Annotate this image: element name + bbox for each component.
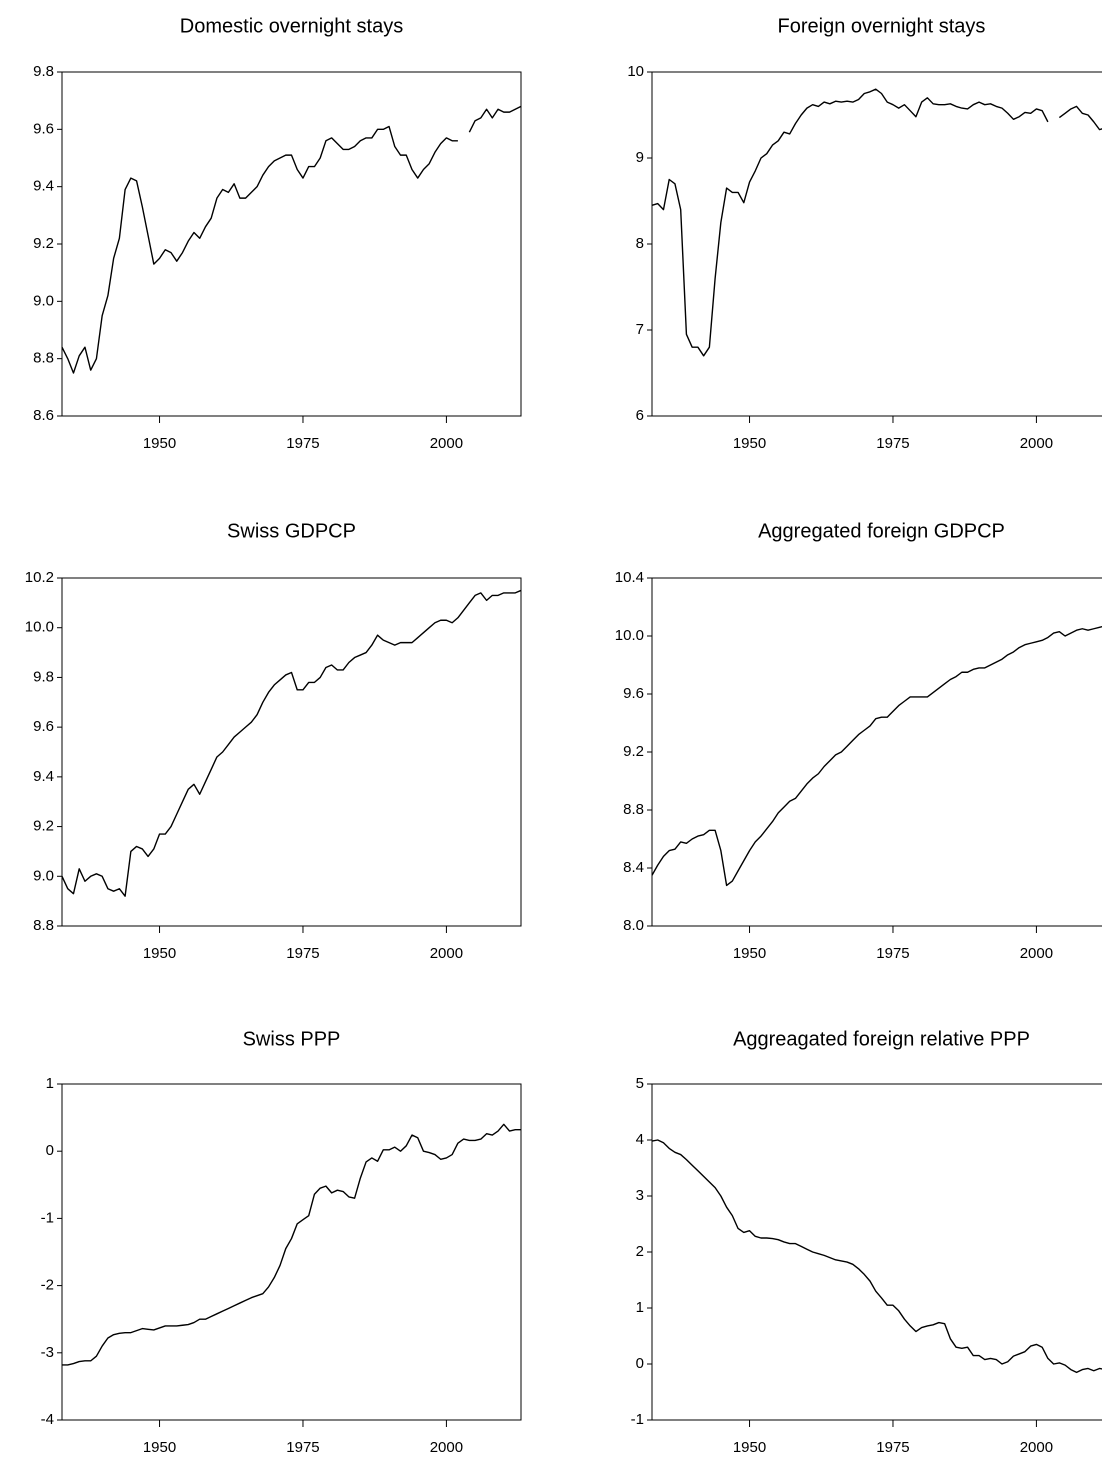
y-tick-label: 8	[636, 235, 644, 252]
plot-frame	[61, 1083, 522, 1421]
plot-frame	[651, 577, 1102, 927]
y-tick-label: 8.8	[623, 801, 644, 818]
series-line	[61, 589, 522, 897]
y-tick-label: 0	[636, 1355, 644, 1372]
y-tick-label: 10.4	[615, 569, 644, 586]
y-tick-label: 9.4	[33, 178, 54, 195]
y-tick-label: 9.0	[33, 292, 54, 309]
x-tick-label: 1975	[286, 1439, 319, 1456]
plot-frame	[61, 71, 522, 417]
y-tick-label: 10.2	[25, 569, 54, 586]
chart-title: Aggreagated foreign relative PPP	[733, 1028, 1030, 1050]
series-line	[651, 1139, 1102, 1374]
y-tick-label: 9.8	[33, 668, 54, 685]
x-tick-label: 2000	[1020, 945, 1053, 962]
x-tick-label: 1950	[733, 945, 766, 962]
chart-title: Swiss PPP	[243, 1028, 341, 1050]
x-tick-label: 1975	[286, 945, 319, 962]
y-tick-label: 8.4	[623, 859, 644, 876]
plot-frame	[651, 71, 1102, 417]
y-tick-label: 9.6	[623, 685, 644, 702]
y-tick-label: 6	[636, 407, 644, 424]
y-tick-label: 9	[636, 149, 644, 166]
y-tick-label: 1	[46, 1075, 54, 1092]
y-tick-label: 9.8	[33, 63, 54, 80]
y-tick-label: 3	[636, 1187, 644, 1204]
y-tick-label: -1	[41, 1209, 54, 1226]
y-tick-label: 9.0	[33, 867, 54, 884]
x-tick-label: 2000	[1020, 1439, 1053, 1456]
plot-frame	[651, 1083, 1102, 1421]
y-tick-label: 9.2	[33, 235, 54, 252]
series-line	[651, 88, 1102, 357]
chart-title: Domestic overnight stays	[180, 15, 403, 37]
x-tick-label: 1950	[143, 1439, 176, 1456]
y-tick-label: -4	[41, 1411, 54, 1428]
series-line	[61, 105, 522, 374]
chart-title: Swiss GDPCP	[227, 520, 356, 542]
y-tick-label: 4	[636, 1131, 644, 1148]
x-tick-label: 1950	[733, 1439, 766, 1456]
x-tick-label: 2000	[430, 1439, 463, 1456]
y-tick-label: -2	[41, 1277, 54, 1294]
y-tick-label: 0	[46, 1142, 54, 1159]
x-tick-label: 1950	[143, 945, 176, 962]
y-tick-label: 9.2	[623, 743, 644, 760]
y-tick-label: 9.4	[33, 768, 54, 785]
y-tick-label: 9.6	[33, 120, 54, 137]
x-tick-label: 2000	[430, 945, 463, 962]
y-tick-label: -1	[631, 1411, 644, 1428]
y-tick-label: 8.0	[623, 917, 644, 934]
x-tick-label: 1975	[286, 435, 319, 452]
y-tick-label: 8.6	[33, 407, 54, 424]
y-tick-label: 10	[627, 63, 644, 80]
y-tick-label: 1	[636, 1299, 644, 1316]
y-tick-label: 8.8	[33, 350, 54, 367]
y-tick-label: 7	[636, 321, 644, 338]
y-tick-label: 5	[636, 1075, 644, 1092]
plot-frame	[61, 577, 522, 927]
series-line	[651, 625, 1102, 887]
y-tick-label: 10.0	[615, 627, 644, 644]
series-line	[62, 1123, 521, 1366]
chart-title: Aggregated foreign GDPCP	[758, 520, 1005, 542]
x-tick-label: 1975	[876, 435, 909, 452]
x-tick-label: 2000	[1020, 435, 1053, 452]
y-tick-label: 9.6	[33, 718, 54, 735]
x-tick-label: 1950	[733, 435, 766, 452]
y-tick-label: 10.0	[25, 619, 54, 636]
x-tick-label: 1950	[143, 435, 176, 452]
y-tick-label: -3	[41, 1344, 54, 1361]
y-tick-label: 8.8	[33, 917, 54, 934]
y-tick-label: 9.2	[33, 818, 54, 835]
chart-title: Foreign overnight stays	[778, 15, 986, 37]
y-tick-label: 2	[636, 1243, 644, 1260]
x-tick-label: 1975	[876, 945, 909, 962]
x-tick-label: 2000	[430, 435, 463, 452]
x-tick-label: 1975	[876, 1439, 909, 1456]
